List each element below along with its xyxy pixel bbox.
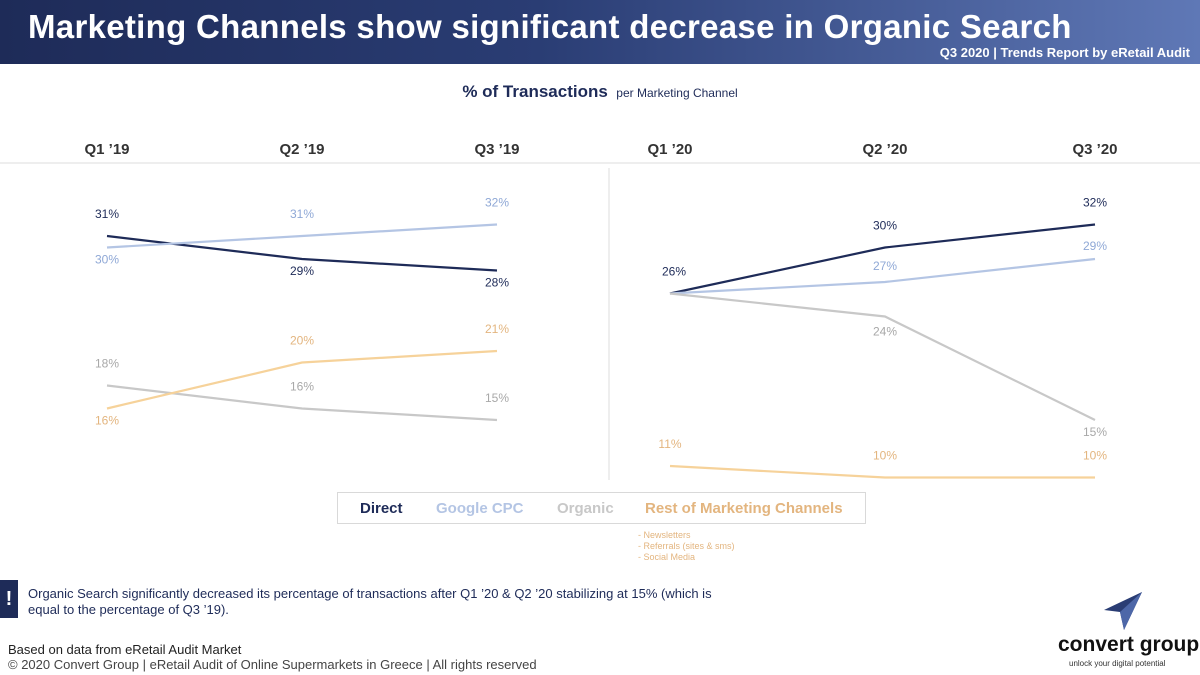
- chart-title: % of Transactions per Marketing Channel: [0, 82, 1200, 102]
- series-line-rest: [669, 464, 1095, 479]
- data-label-direct: 32%: [1083, 196, 1107, 210]
- series-line-direct: [669, 223, 1096, 295]
- x-tick-label: Q1 ’19: [84, 141, 129, 158]
- data-label-direct: 31%: [95, 207, 119, 221]
- chart-title-main: % of Transactions: [462, 82, 608, 101]
- series-line-google-cpc: [106, 223, 498, 249]
- logo-name: convert group: [1058, 633, 1200, 656]
- data-label-direct: 26%: [662, 265, 686, 279]
- data-label-direct: 28%: [485, 276, 509, 290]
- note-referrals: - Referrals (sites & sms): [638, 541, 735, 551]
- report-subtitle: Q3 2020 | Trends Report by eRetail Audit: [939, 45, 1190, 60]
- header-banner: Marketing Channels show significant decr…: [0, 0, 1200, 64]
- legend-direct: Direct: [360, 500, 403, 517]
- data-label-rest: 10%: [873, 449, 897, 463]
- note-social-media: - Social Media: [638, 552, 696, 562]
- legend-rest-channels: Rest of Marketing Channels: [645, 500, 843, 517]
- series-line-google-cpc: [669, 257, 1096, 295]
- paper-plane-icon: [1104, 592, 1142, 630]
- data-label-organic: 15%: [1083, 425, 1107, 439]
- note-newsletters: - Newsletters: [638, 530, 691, 540]
- data-label-direct: 29%: [290, 264, 314, 278]
- data-label-organic: 18%: [95, 357, 119, 371]
- data-label-google-cpc: 30%: [95, 253, 119, 267]
- data-label-organic: 16%: [290, 380, 314, 394]
- copyright-note: © 2020 Convert Group | eRetail Audit of …: [8, 657, 537, 672]
- data-label-rest: 20%: [290, 334, 314, 348]
- data-label-google-cpc: 31%: [290, 207, 314, 221]
- page-title: Marketing Channels show significant decr…: [28, 8, 1072, 45]
- x-tick-label: Q3 ’20: [1072, 141, 1117, 158]
- series-line-organic: [669, 292, 1096, 421]
- legend-google-cpc: Google CPC: [436, 500, 524, 517]
- data-label-rest: 10%: [1083, 449, 1107, 463]
- exclamation-icon: !: [0, 580, 18, 618]
- logo-tagline: unlock your digital potential: [1069, 659, 1166, 668]
- chart-legend: Direct Google CPC Organic Rest of Market…: [337, 492, 866, 524]
- x-tick-label: Q1 ’20: [647, 141, 692, 158]
- data-label-rest: 11%: [658, 437, 681, 451]
- x-tick-label: Q3 ’19: [474, 141, 519, 158]
- insight-text: Organic Search significantly decreased i…: [28, 586, 712, 617]
- data-label-direct: 30%: [873, 219, 897, 233]
- data-label-organic: 15%: [485, 391, 509, 405]
- rest-channels-notes: - Newsletters - Referrals (sites & sms) …: [638, 530, 735, 563]
- data-label-google-cpc: 29%: [1083, 239, 1107, 253]
- series-line-rest: [106, 349, 498, 410]
- data-label-rest: 21%: [485, 322, 509, 336]
- chart-title-sub: per Marketing Channel: [616, 86, 738, 100]
- x-tick-label: Q2 ’19: [279, 141, 324, 158]
- source-note: Based on data from eRetail Audit Market: [8, 642, 242, 657]
- data-label-google-cpc: 32%: [485, 196, 509, 210]
- data-label-rest: 16%: [95, 414, 119, 428]
- legend-organic: Organic: [557, 500, 614, 517]
- data-label-google-cpc: 27%: [873, 259, 897, 273]
- x-tick-label: Q2 ’20: [862, 141, 907, 158]
- data-label-organic: 24%: [873, 325, 897, 339]
